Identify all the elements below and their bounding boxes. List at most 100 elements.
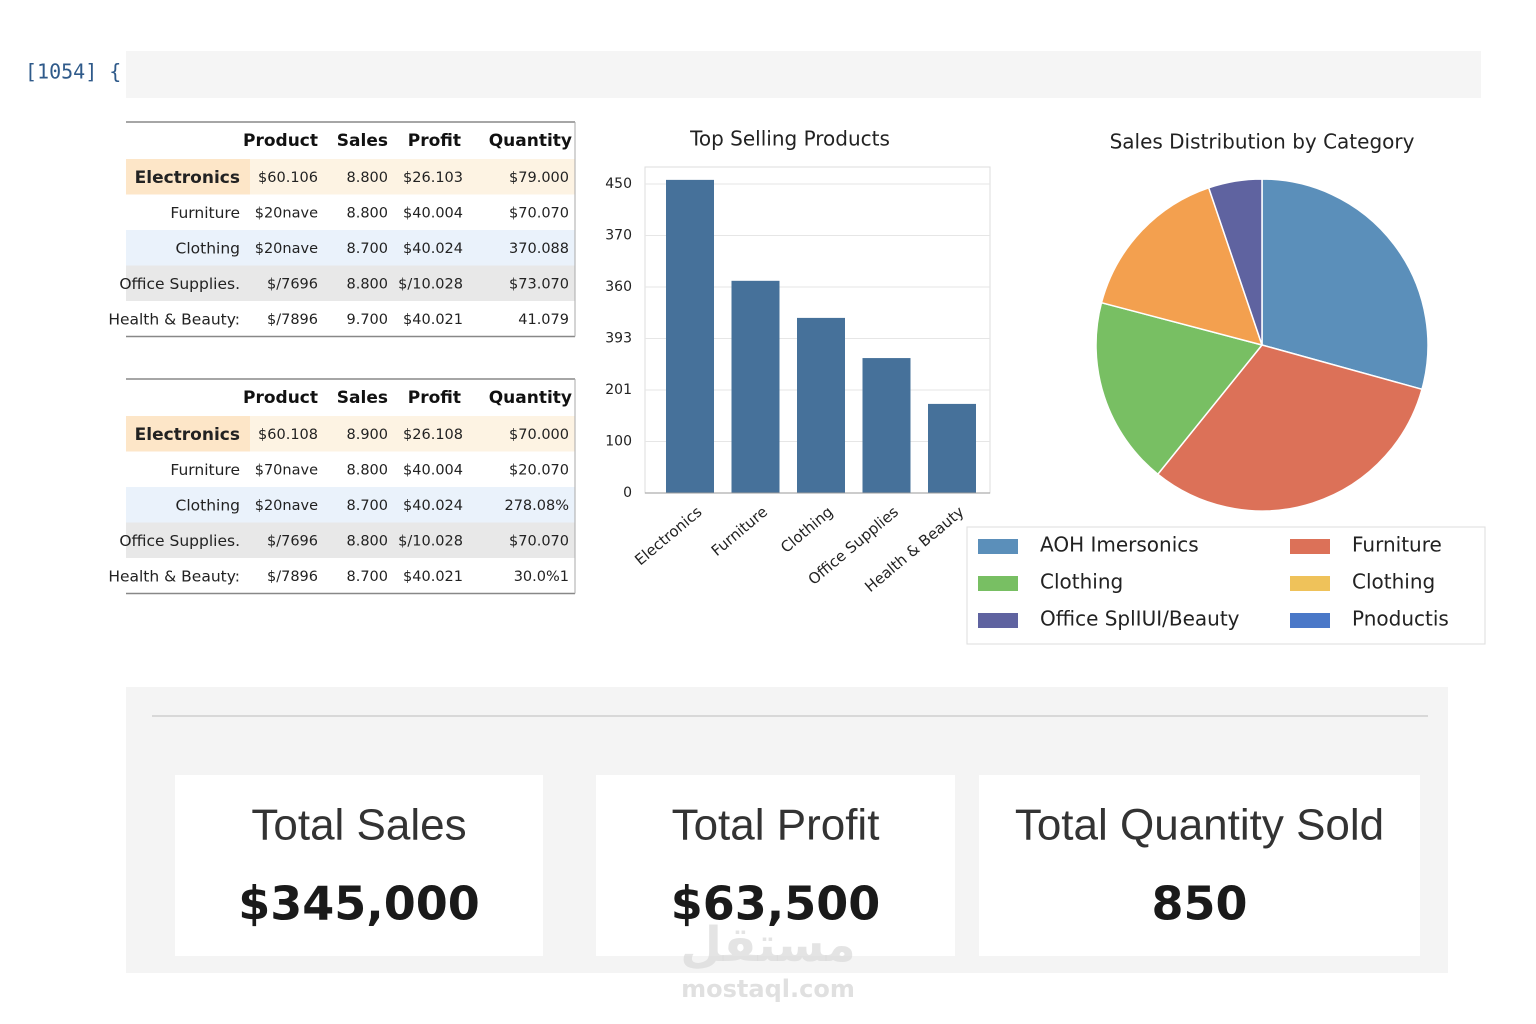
table-cell: $40.004 [403,462,463,478]
kpi-label: Total Quantity Sold [1015,801,1384,850]
pie-slice [1207,178,1263,346]
table-header: Quantity [489,131,572,151]
table-cell: $20nave [255,241,318,257]
table-row [126,301,575,337]
row-label: Furniture [170,204,240,222]
kpi-card [979,775,1420,956]
table-cell: $40.021 [403,569,463,585]
table-cell: 8.700 [346,498,388,514]
kpi-value: $345,000 [238,877,480,931]
kpi-value: 850 [1151,877,1247,931]
legend-label: Office SplIUI/Beauty [1040,607,1240,631]
legend-label: AOH Imersonics [1040,533,1199,557]
legend-swatch [978,576,1018,591]
row-label: Health & Beauty: [108,567,240,585]
cell-prompt: [1054] { [25,60,121,84]
bar [666,179,714,494]
table-cell: 8.800 [346,533,388,549]
table-cell: 8.700 [346,241,388,257]
table-cell: 8.800 [346,205,388,221]
table-cell: 8.800 [346,462,388,478]
table-cell: $40.021 [403,312,463,328]
table-header: Profit [408,388,461,408]
table-cell: $40.004 [403,205,463,221]
row-label: Electronics [135,168,240,188]
table-cell: $70.000 [509,427,569,443]
table-cell: $60.108 [258,427,318,443]
row-label: Health & Beauty: [108,310,240,328]
y-tick-label: 360 [605,279,632,295]
table-cell: $26.103 [403,170,463,186]
y-tick-label: 393 [605,330,632,346]
table-row [126,194,575,230]
legend-label: Pnoductis [1352,607,1449,631]
y-tick-label: 370 [605,227,632,243]
legend-label: Furniture [1352,533,1442,557]
row-label: Furniture [170,461,240,479]
table-cell: $/10.028 [398,276,463,292]
table-row [126,487,575,523]
legend-box [966,526,1486,645]
pie-slice [1095,301,1264,476]
table-header: Product [243,131,318,151]
table-cell: $73.070 [509,276,569,292]
chart-title: Top Selling Products [689,127,890,151]
bar [797,317,845,493]
x-tick-label: Electronics [631,503,705,569]
table-cell: 370.088 [509,241,569,257]
table-header: Sales [337,388,388,408]
table-cell: 41.079 [518,312,569,328]
table-cell: $70.070 [509,533,569,549]
row-label: Clothing [176,496,240,514]
y-tick-label: 100 [605,433,632,449]
row-label: Electronics [135,425,240,445]
table-header: Quantity [489,388,572,408]
y-tick-label: 0 [623,485,632,501]
x-tick-label: Furniture [708,503,771,560]
x-tick-label: Clothing [777,503,836,557]
row-label: Office Supplies. [119,275,240,293]
table-cell: 8.800 [346,276,388,292]
legend-swatch [978,539,1018,554]
table-cell: $70nave [255,462,318,478]
highlight-cell [126,416,250,452]
table-row [126,265,575,301]
kpi-label: Total Profit [672,801,880,850]
cell-input[interactable] [126,51,1481,98]
table-cell: $/7896 [267,312,318,328]
table-cell: 278.08% [504,498,569,514]
legend-swatch [978,613,1018,628]
highlight-cell [126,159,250,195]
kpi-card [175,775,543,956]
pie-slice [1156,344,1423,512]
table-header: Product [243,388,318,408]
kpi-value: $63,500 [671,877,881,931]
legend-label: Clothing [1040,570,1123,594]
table-cell: $20nave [255,205,318,221]
table-row [126,522,575,558]
table-cell: $/10.028 [398,533,463,549]
bar [928,403,976,493]
kpi-card [596,775,955,956]
table-cell: 8.700 [346,569,388,585]
table-cell: $60.106 [258,170,318,186]
row-label: Clothing [176,239,240,257]
table-cell: $20nave [255,498,318,514]
table-cell: $/7696 [267,533,318,549]
y-tick-label: 201 [605,382,632,398]
table-cell: $79.000 [509,170,569,186]
table-header: Sales [337,131,388,151]
table-cell: $26.108 [403,427,463,443]
legend-swatch [1290,539,1330,554]
table-cell: $/7896 [267,569,318,585]
chart-title: Sales Distribution by Category [1110,130,1415,154]
legend-label: Clothing [1352,570,1435,594]
table-cell: 8.800 [346,170,388,186]
table-cell: 9.700 [346,312,388,328]
pie-slice [1261,178,1429,391]
table-row [126,230,575,266]
table-row [126,558,575,594]
table-cell: $70.070 [509,205,569,221]
table-cell: $/7696 [267,276,318,292]
